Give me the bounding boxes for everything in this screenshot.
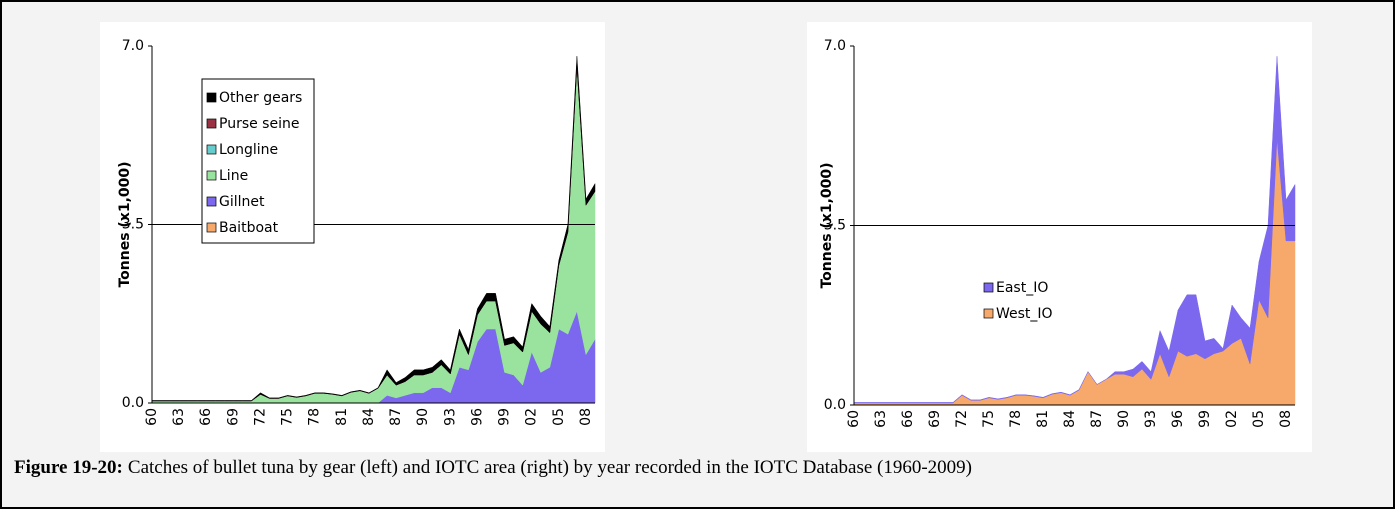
x-tick-label: 78 xyxy=(1008,410,1024,428)
x-tick-label: 60 xyxy=(144,408,160,426)
legend-label: Baitboat xyxy=(219,220,279,236)
x-tick-label: 90 xyxy=(415,408,431,426)
y-tick-label: 7.0 xyxy=(122,38,144,54)
y-tick-label: 0.0 xyxy=(122,395,144,411)
legend-label: Purse seine xyxy=(219,116,299,132)
legend-label: East_IO xyxy=(996,280,1048,296)
y-tick-label: 3.5 xyxy=(122,217,144,233)
legend-label: West_IO xyxy=(996,306,1053,322)
caption-label: Figure 19-20: xyxy=(14,457,123,478)
x-tick-label: 66 xyxy=(198,408,214,426)
x-tick-label: 84 xyxy=(1062,410,1078,428)
y-tick-label: 7.0 xyxy=(824,38,846,54)
legend-label: Longline xyxy=(219,142,278,158)
area xyxy=(151,56,596,402)
x-tick-label: 78 xyxy=(307,408,323,426)
x-tick-label: 66 xyxy=(900,410,916,428)
x-tick-label: 72 xyxy=(252,408,268,426)
x-tick-label: 87 xyxy=(388,408,404,426)
y-axis-label: Tonnes (x1,000) xyxy=(117,161,133,287)
charts: 0.0 3.5 7.0 60 63 66 69 72 75 78 81 84 87 90 93 96 99 02 0… xyxy=(100,22,1312,452)
area xyxy=(853,56,1296,404)
x-tick-label: 93 xyxy=(442,408,458,426)
legend-label: Other gears xyxy=(219,90,302,106)
x-tick-label: 81 xyxy=(334,408,350,426)
legend-swatch xyxy=(206,222,217,233)
legend-swatch xyxy=(206,196,217,207)
x-tick-label: 63 xyxy=(873,410,889,428)
legend-swatch xyxy=(206,92,217,103)
y-tick-label: 3.5 xyxy=(824,218,846,234)
x-tick-label: 72 xyxy=(954,410,970,428)
x-tick-label: 63 xyxy=(171,408,187,426)
caption: Figure 19-20: Catches of bullet tuna by g… xyxy=(14,457,972,479)
x-tick-label: 08 xyxy=(578,408,594,426)
x-tick-label: 75 xyxy=(981,410,997,428)
x-tick-label: 87 xyxy=(1089,410,1105,428)
x-tick-label: 75 xyxy=(280,408,296,426)
x-tick-label: 90 xyxy=(1116,410,1132,428)
x-tick-label: 05 xyxy=(1251,410,1267,428)
legend-swatch xyxy=(206,118,217,129)
x-tick-label: 93 xyxy=(1143,410,1159,428)
x-tick-label: 81 xyxy=(1035,410,1051,428)
x-tick-label: 96 xyxy=(1170,410,1186,428)
x-tick-label: 84 xyxy=(361,408,377,426)
caption-text: Catches of bullet tuna by gear (left) an… xyxy=(127,457,973,478)
legend-swatch xyxy=(983,282,994,293)
x-tick-label: 99 xyxy=(497,408,513,426)
legend-swatch xyxy=(983,308,994,319)
legend-label: Gillnet xyxy=(219,194,265,210)
x-tick-label: 99 xyxy=(1197,410,1213,428)
x-tick-label: 05 xyxy=(551,408,567,426)
x-tick-label: 02 xyxy=(524,408,540,426)
legend-label: Line xyxy=(219,168,248,184)
y-tick-label: 0.0 xyxy=(824,397,846,413)
legend-swatch xyxy=(206,170,217,181)
y-axis-label: Tonnes (x1,000) xyxy=(819,162,835,288)
x-tick-label: 02 xyxy=(1224,410,1240,428)
x-tick-label: 96 xyxy=(469,408,485,426)
legend-frame xyxy=(201,78,315,244)
legend-swatch xyxy=(206,144,217,155)
x-tick-label: 08 xyxy=(1278,410,1294,428)
x-tick-label: 69 xyxy=(225,408,241,426)
x-tick-label: 69 xyxy=(927,410,943,428)
x-tick-label: 60 xyxy=(846,410,862,428)
